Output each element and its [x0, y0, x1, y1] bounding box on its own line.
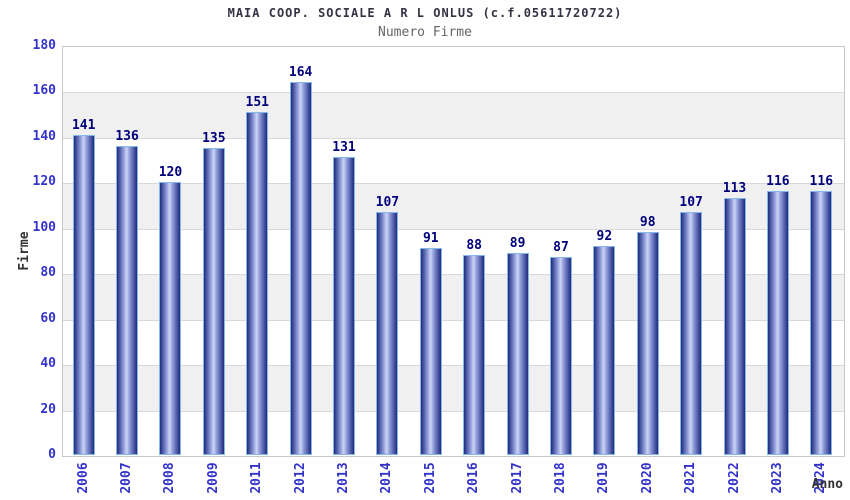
x-tick-label-2015: 2015	[422, 462, 438, 494]
gridline	[63, 183, 844, 185]
x-tick-label-2013: 2013	[336, 462, 352, 494]
bar-2018	[549, 257, 572, 455]
x-tick-label-2014: 2014	[379, 462, 395, 494]
bar-value-label: 116	[766, 174, 790, 190]
bar-value-label: 107	[679, 194, 703, 210]
plot-area	[62, 46, 845, 457]
y-tick-label: 80	[40, 265, 56, 281]
grid-band	[63, 274, 844, 320]
bar-2015	[419, 248, 442, 455]
x-axis-title: Anno	[811, 477, 843, 492]
x-tick-label-2018: 2018	[552, 462, 568, 494]
y-tick-label: 160	[32, 83, 56, 99]
bar-value-label: 120	[158, 165, 183, 181]
grid-band	[63, 228, 844, 275]
bar-value-label: 107	[375, 194, 400, 210]
bar-2006	[72, 134, 95, 455]
gridline	[63, 274, 844, 276]
bar-value-label: 131	[332, 140, 356, 156]
grid-band	[63, 183, 844, 229]
grid-band	[63, 137, 844, 184]
bar-value-label: 135	[202, 131, 226, 147]
x-tick-label-2017: 2017	[509, 462, 525, 494]
bar-value-label: 151	[245, 94, 269, 110]
bar-2011	[246, 111, 269, 455]
bar-2013	[333, 157, 356, 455]
bar-value-label: 164	[288, 65, 313, 81]
x-tick-label-2008: 2008	[162, 462, 178, 494]
bar-value-label: 91	[422, 231, 439, 247]
y-tick-label: 0	[48, 447, 56, 462]
bar-2009	[202, 148, 225, 455]
bar-2022	[723, 198, 746, 455]
x-tick-label-2021: 2021	[683, 462, 699, 494]
bar-value-label: 136	[115, 128, 139, 144]
y-tick-label: 180	[32, 38, 56, 53]
bar-2021	[680, 211, 703, 455]
bar-2012	[289, 82, 312, 455]
gridline	[63, 137, 844, 139]
grid-band	[63, 410, 844, 456]
bar-value-label: 116	[809, 174, 834, 190]
bar-2019	[593, 245, 616, 455]
bar-2020	[636, 232, 659, 455]
bar-2014	[376, 211, 399, 455]
bar-2008	[159, 182, 182, 455]
bar-2024	[810, 191, 833, 455]
x-tick-label-2007: 2007	[119, 462, 135, 494]
gridline	[63, 92, 844, 94]
y-tick-label: 40	[40, 356, 56, 372]
y-tick-label: 20	[40, 401, 56, 417]
gridline	[63, 365, 844, 367]
y-tick-label: 60	[40, 310, 56, 326]
gridline	[63, 319, 844, 321]
bar-2007	[116, 145, 139, 455]
bar-value-label: 87	[553, 240, 569, 256]
y-axis-title: Firme	[17, 230, 32, 271]
x-tick-label-2019: 2019	[596, 462, 612, 494]
x-tick-label-2012: 2012	[292, 462, 308, 494]
bar-value-label: 141	[71, 117, 96, 133]
chart-subtitle: Numero Firme	[378, 25, 472, 40]
x-tick-label-2006: 2006	[75, 462, 91, 494]
gridline	[63, 410, 844, 412]
bar-value-label: 88	[466, 238, 483, 254]
x-tick-label-2023: 2023	[769, 462, 785, 494]
y-tick-label: 100	[32, 219, 56, 235]
bar-2017	[506, 252, 529, 455]
grid-band	[63, 92, 844, 138]
x-tick-label-2009: 2009	[205, 462, 221, 494]
grid-band	[63, 319, 844, 366]
x-tick-label-2011: 2011	[249, 462, 265, 494]
x-tick-label-2022: 2022	[726, 462, 742, 494]
gridline	[63, 228, 844, 230]
bar-value-label: 92	[596, 228, 613, 244]
bar-2023	[766, 191, 789, 455]
bar-2016	[463, 255, 486, 455]
x-tick-label-2020: 2020	[639, 462, 655, 494]
y-tick-label: 120	[32, 174, 56, 190]
grid-band	[63, 365, 844, 411]
bar-value-label: 89	[509, 235, 526, 251]
chart-title: MAIA COOP. SOCIALE A R L ONLUS (c.f.0561…	[227, 6, 623, 20]
bar-value-label: 98	[639, 215, 656, 231]
y-tick-label: 140	[32, 128, 56, 144]
grid-band	[63, 47, 844, 93]
bar-value-label: 113	[722, 181, 747, 197]
x-tick-label-2016: 2016	[466, 462, 482, 494]
